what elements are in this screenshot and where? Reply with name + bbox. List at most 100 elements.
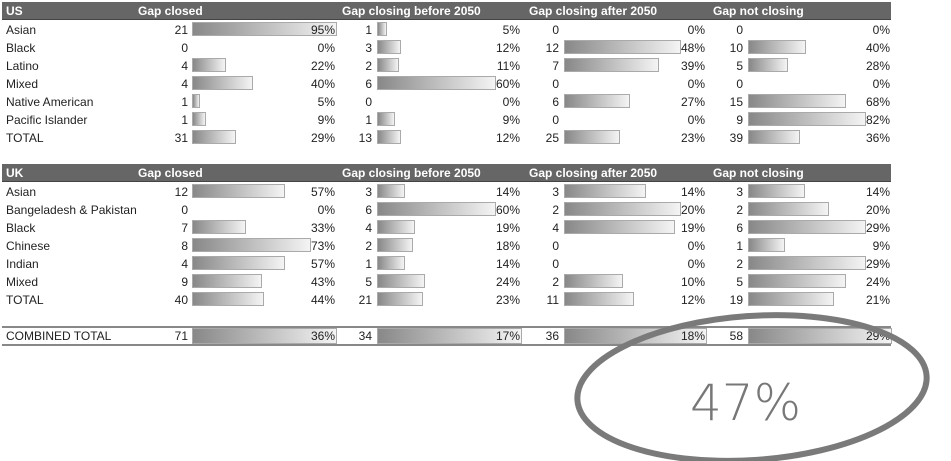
data-bar [377, 328, 522, 344]
count: 1 [365, 23, 372, 37]
row-label: Mixed [6, 77, 39, 91]
count: 0 [181, 203, 188, 217]
count: 0 [736, 77, 743, 91]
count: 13 [358, 131, 372, 145]
column-header: Gap closing before 2050 [342, 166, 481, 180]
percent: 29% [865, 257, 890, 271]
percent: 5% [502, 23, 520, 37]
data-bar [748, 292, 834, 306]
row-label: Bangeladesh & Pakistan [6, 203, 137, 217]
count: 0 [552, 23, 559, 37]
percent: 0% [687, 239, 705, 253]
table-row: Chinese 8 73% 2 18% 0 0% 1 9% [2, 236, 891, 254]
count: 12 [174, 185, 188, 199]
percent: 17% [495, 329, 520, 343]
count: 3 [552, 185, 559, 199]
count: 39 [729, 131, 743, 145]
count: 1 [181, 95, 188, 109]
row-label: Indian [6, 257, 39, 271]
row-label: Native American [6, 95, 94, 109]
count: 40 [174, 293, 188, 307]
percent: 0% [872, 23, 890, 37]
count: 1 [365, 113, 372, 127]
percent: 73% [310, 239, 335, 253]
percent: 0% [687, 77, 705, 91]
table-row: Black 7 33% 4 19% 4 19% 6 29% [2, 218, 891, 236]
row-label: Asian [6, 23, 37, 37]
count: 19 [729, 293, 743, 307]
count: 2 [552, 203, 559, 217]
data-bar [564, 40, 682, 54]
uk-title: UK [6, 166, 24, 180]
percent: 60% [495, 203, 520, 217]
column-header: Gap closed [138, 4, 203, 18]
count: 2 [736, 203, 743, 217]
row-label: TOTAL [6, 293, 44, 307]
data-bar [192, 292, 264, 306]
data-bar [192, 184, 285, 198]
count: 4 [552, 221, 559, 235]
percent: 9% [872, 239, 890, 253]
percent: 29% [310, 131, 335, 145]
data-bar [192, 130, 237, 144]
percent: 0% [317, 41, 335, 55]
percent: 14% [680, 185, 705, 199]
percent: 0% [317, 203, 335, 217]
table-row: Native American 1 5% 0 0% 6 27% 15 68% [2, 92, 891, 110]
data-bar [377, 202, 496, 216]
percent: 0% [687, 257, 705, 271]
data-bar [564, 202, 682, 216]
data-bar [192, 76, 254, 90]
count: 15 [729, 95, 743, 109]
data-bar [192, 112, 206, 126]
data-bar [377, 274, 425, 288]
percent: 12% [680, 293, 705, 307]
percent: 14% [495, 185, 520, 199]
percent: 40% [865, 41, 890, 55]
count: 36 [545, 329, 559, 343]
row-label: Mixed [6, 275, 39, 289]
data-bar [748, 130, 800, 144]
data-bar [748, 256, 867, 270]
percent: 19% [495, 221, 520, 235]
percent: 24% [865, 275, 890, 289]
column-header: Gap closing after 2050 [529, 4, 658, 18]
data-bar [564, 292, 635, 306]
row-label: Pacific Islander [6, 113, 88, 127]
count: 3 [365, 41, 372, 55]
table-row: Indian 4 57% 1 14% 0 0% 2 29% [2, 254, 891, 272]
data-bar [377, 292, 423, 306]
data-bar [564, 130, 621, 144]
count: 4 [181, 77, 188, 91]
table-row: Black 0 0% 3 12% 12 48% 10 40% [2, 38, 891, 56]
data-bar [192, 58, 226, 72]
percent: 36% [310, 329, 335, 343]
count: 4 [181, 257, 188, 271]
data-bar [748, 112, 867, 126]
count: 7 [181, 221, 188, 235]
count: 21 [174, 23, 188, 37]
us-header: US Gap closed Gap closing before 2050 Gap c… [2, 2, 891, 20]
percent: 43% [310, 275, 335, 289]
data-bar [377, 220, 415, 234]
percent: 18% [680, 329, 705, 343]
data-bar [748, 238, 785, 252]
count: 9 [181, 275, 188, 289]
count: 0 [552, 113, 559, 127]
data-bar [377, 58, 399, 72]
percent: 68% [865, 95, 890, 109]
combined-total-table: COMBINED TOTAL 71 36% 34 17% 36 18% 58 29% [2, 326, 892, 346]
count: 1 [365, 257, 372, 271]
data-bar [377, 40, 401, 54]
count: 0 [552, 239, 559, 253]
data-bar [748, 94, 846, 108]
table-row: Mixed 4 40% 6 60% 0 0% 0 0% [2, 74, 891, 92]
count: 4 [181, 59, 188, 73]
percent: 82% [865, 113, 890, 127]
data-bar [564, 94, 630, 108]
table-row: Mixed 9 43% 5 24% 2 10% 5 24% [2, 272, 891, 290]
percent: 95% [310, 23, 335, 37]
count: 4 [365, 221, 372, 235]
data-bar [192, 238, 311, 252]
count: 8 [181, 239, 188, 253]
